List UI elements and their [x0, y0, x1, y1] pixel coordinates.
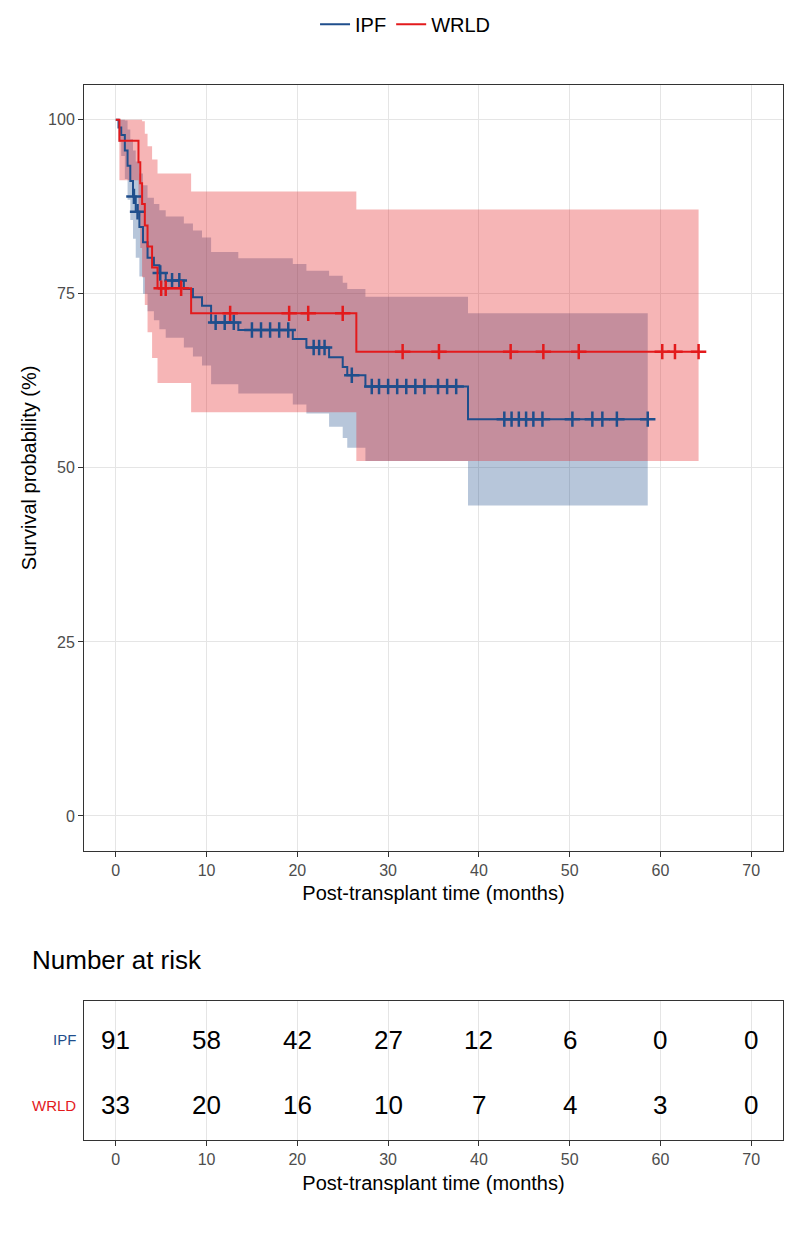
svg-text:25: 25: [57, 634, 75, 651]
svg-text:50: 50: [561, 1151, 579, 1168]
svg-text:Post-transplant time (months): Post-transplant time (months): [302, 1172, 564, 1194]
svg-text:60: 60: [652, 862, 670, 879]
svg-text:42: 42: [283, 1025, 312, 1055]
svg-text:WRLD: WRLD: [431, 14, 490, 36]
svg-text:40: 40: [470, 862, 488, 879]
svg-text:10: 10: [374, 1090, 403, 1120]
svg-text:0: 0: [66, 808, 75, 825]
svg-text:10: 10: [198, 1151, 216, 1168]
svg-text:Post-transplant time (months): Post-transplant time (months): [302, 882, 564, 904]
svg-text:50: 50: [57, 459, 75, 476]
svg-text:33: 33: [101, 1090, 130, 1120]
svg-text:0: 0: [744, 1025, 758, 1055]
svg-text:WRLD: WRLD: [32, 1097, 76, 1114]
svg-text:IPF: IPF: [355, 14, 386, 36]
svg-text:10: 10: [198, 862, 216, 879]
svg-text:Survival probability (%): Survival probability (%): [18, 366, 40, 571]
svg-text:75: 75: [57, 285, 75, 302]
svg-text:70: 70: [742, 862, 760, 879]
svg-text:4: 4: [563, 1090, 577, 1120]
svg-text:91: 91: [101, 1025, 130, 1055]
svg-text:50: 50: [561, 862, 579, 879]
svg-text:Number at risk: Number at risk: [32, 945, 202, 975]
svg-text:7: 7: [472, 1090, 486, 1120]
svg-text:30: 30: [379, 862, 397, 879]
svg-text:60: 60: [652, 1151, 670, 1168]
svg-text:20: 20: [288, 862, 306, 879]
svg-text:20: 20: [192, 1090, 221, 1120]
svg-text:30: 30: [379, 1151, 397, 1168]
svg-text:40: 40: [470, 1151, 488, 1168]
svg-text:27: 27: [374, 1025, 403, 1055]
svg-text:20: 20: [288, 1151, 306, 1168]
svg-text:0: 0: [111, 862, 120, 879]
svg-text:58: 58: [192, 1025, 221, 1055]
svg-text:16: 16: [283, 1090, 312, 1120]
svg-text:12: 12: [464, 1025, 493, 1055]
svg-text:100: 100: [48, 111, 75, 128]
svg-text:0: 0: [744, 1090, 758, 1120]
svg-text:70: 70: [742, 1151, 760, 1168]
svg-text:6: 6: [563, 1025, 577, 1055]
svg-text:3: 3: [653, 1090, 667, 1120]
svg-text:0: 0: [111, 1151, 120, 1168]
svg-text:0: 0: [653, 1025, 667, 1055]
svg-text:IPF: IPF: [53, 1031, 76, 1048]
